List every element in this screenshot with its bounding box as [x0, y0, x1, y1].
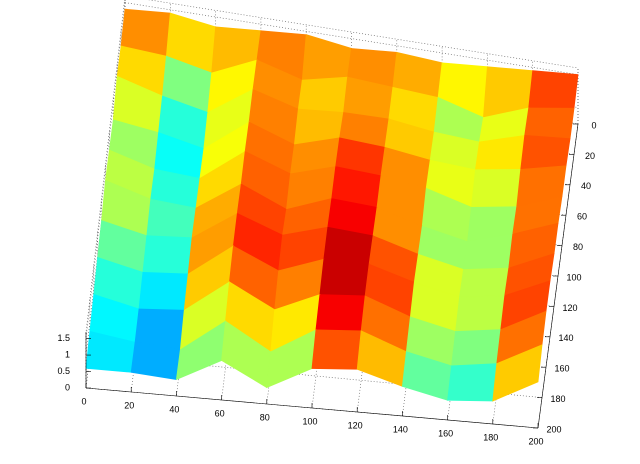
x-tick-label: 20	[124, 400, 134, 410]
x-tick-label: 180	[483, 432, 498, 442]
y-tick-label: 180	[550, 394, 565, 404]
surface-patch	[459, 267, 510, 298]
y-tick-label: 60	[577, 212, 587, 222]
surface-patch	[315, 294, 366, 332]
z-tick-label: 1	[65, 349, 70, 359]
x-tick-label: 160	[438, 428, 453, 438]
x-tick-label: 120	[348, 420, 363, 430]
surface-patch	[297, 76, 349, 113]
z-tick-label: 1.5	[57, 333, 70, 343]
surface-patch	[492, 344, 543, 402]
y-tick-label: 100	[566, 272, 581, 282]
x-tick-label: 140	[393, 424, 408, 434]
surface-patch	[319, 258, 370, 297]
x-tick-label: 200	[528, 436, 543, 446]
x-tick-label: 60	[215, 408, 225, 418]
surface-patch	[451, 329, 502, 367]
y-tick-label: 0	[591, 120, 596, 130]
y-tick-label: 20	[585, 151, 595, 161]
y-tick-label: 80	[573, 242, 583, 252]
y-tick-label: 160	[554, 364, 569, 374]
y-tick-label: 120	[562, 303, 577, 313]
x-tick-label: 80	[260, 412, 270, 422]
z-tick-label: 0.5	[57, 366, 70, 376]
surface-patch	[447, 363, 498, 402]
surface-patch	[471, 169, 522, 208]
surface-patch	[520, 134, 571, 170]
surface-patch	[142, 235, 193, 275]
y-tick-label: 40	[581, 181, 591, 191]
x-tick-label: 0	[81, 396, 86, 406]
surface-patch	[311, 329, 362, 370]
surface-patch	[524, 107, 575, 140]
y-tick-label: 200	[546, 424, 561, 434]
y-tick-label: 140	[558, 333, 573, 343]
surface-patch	[455, 295, 506, 332]
z-tick-label: 0	[65, 382, 70, 392]
x-tick-label: 40	[169, 404, 179, 414]
x-tick-label: 100	[302, 416, 317, 426]
surface-patch	[528, 70, 579, 109]
surface-patch	[138, 271, 189, 311]
